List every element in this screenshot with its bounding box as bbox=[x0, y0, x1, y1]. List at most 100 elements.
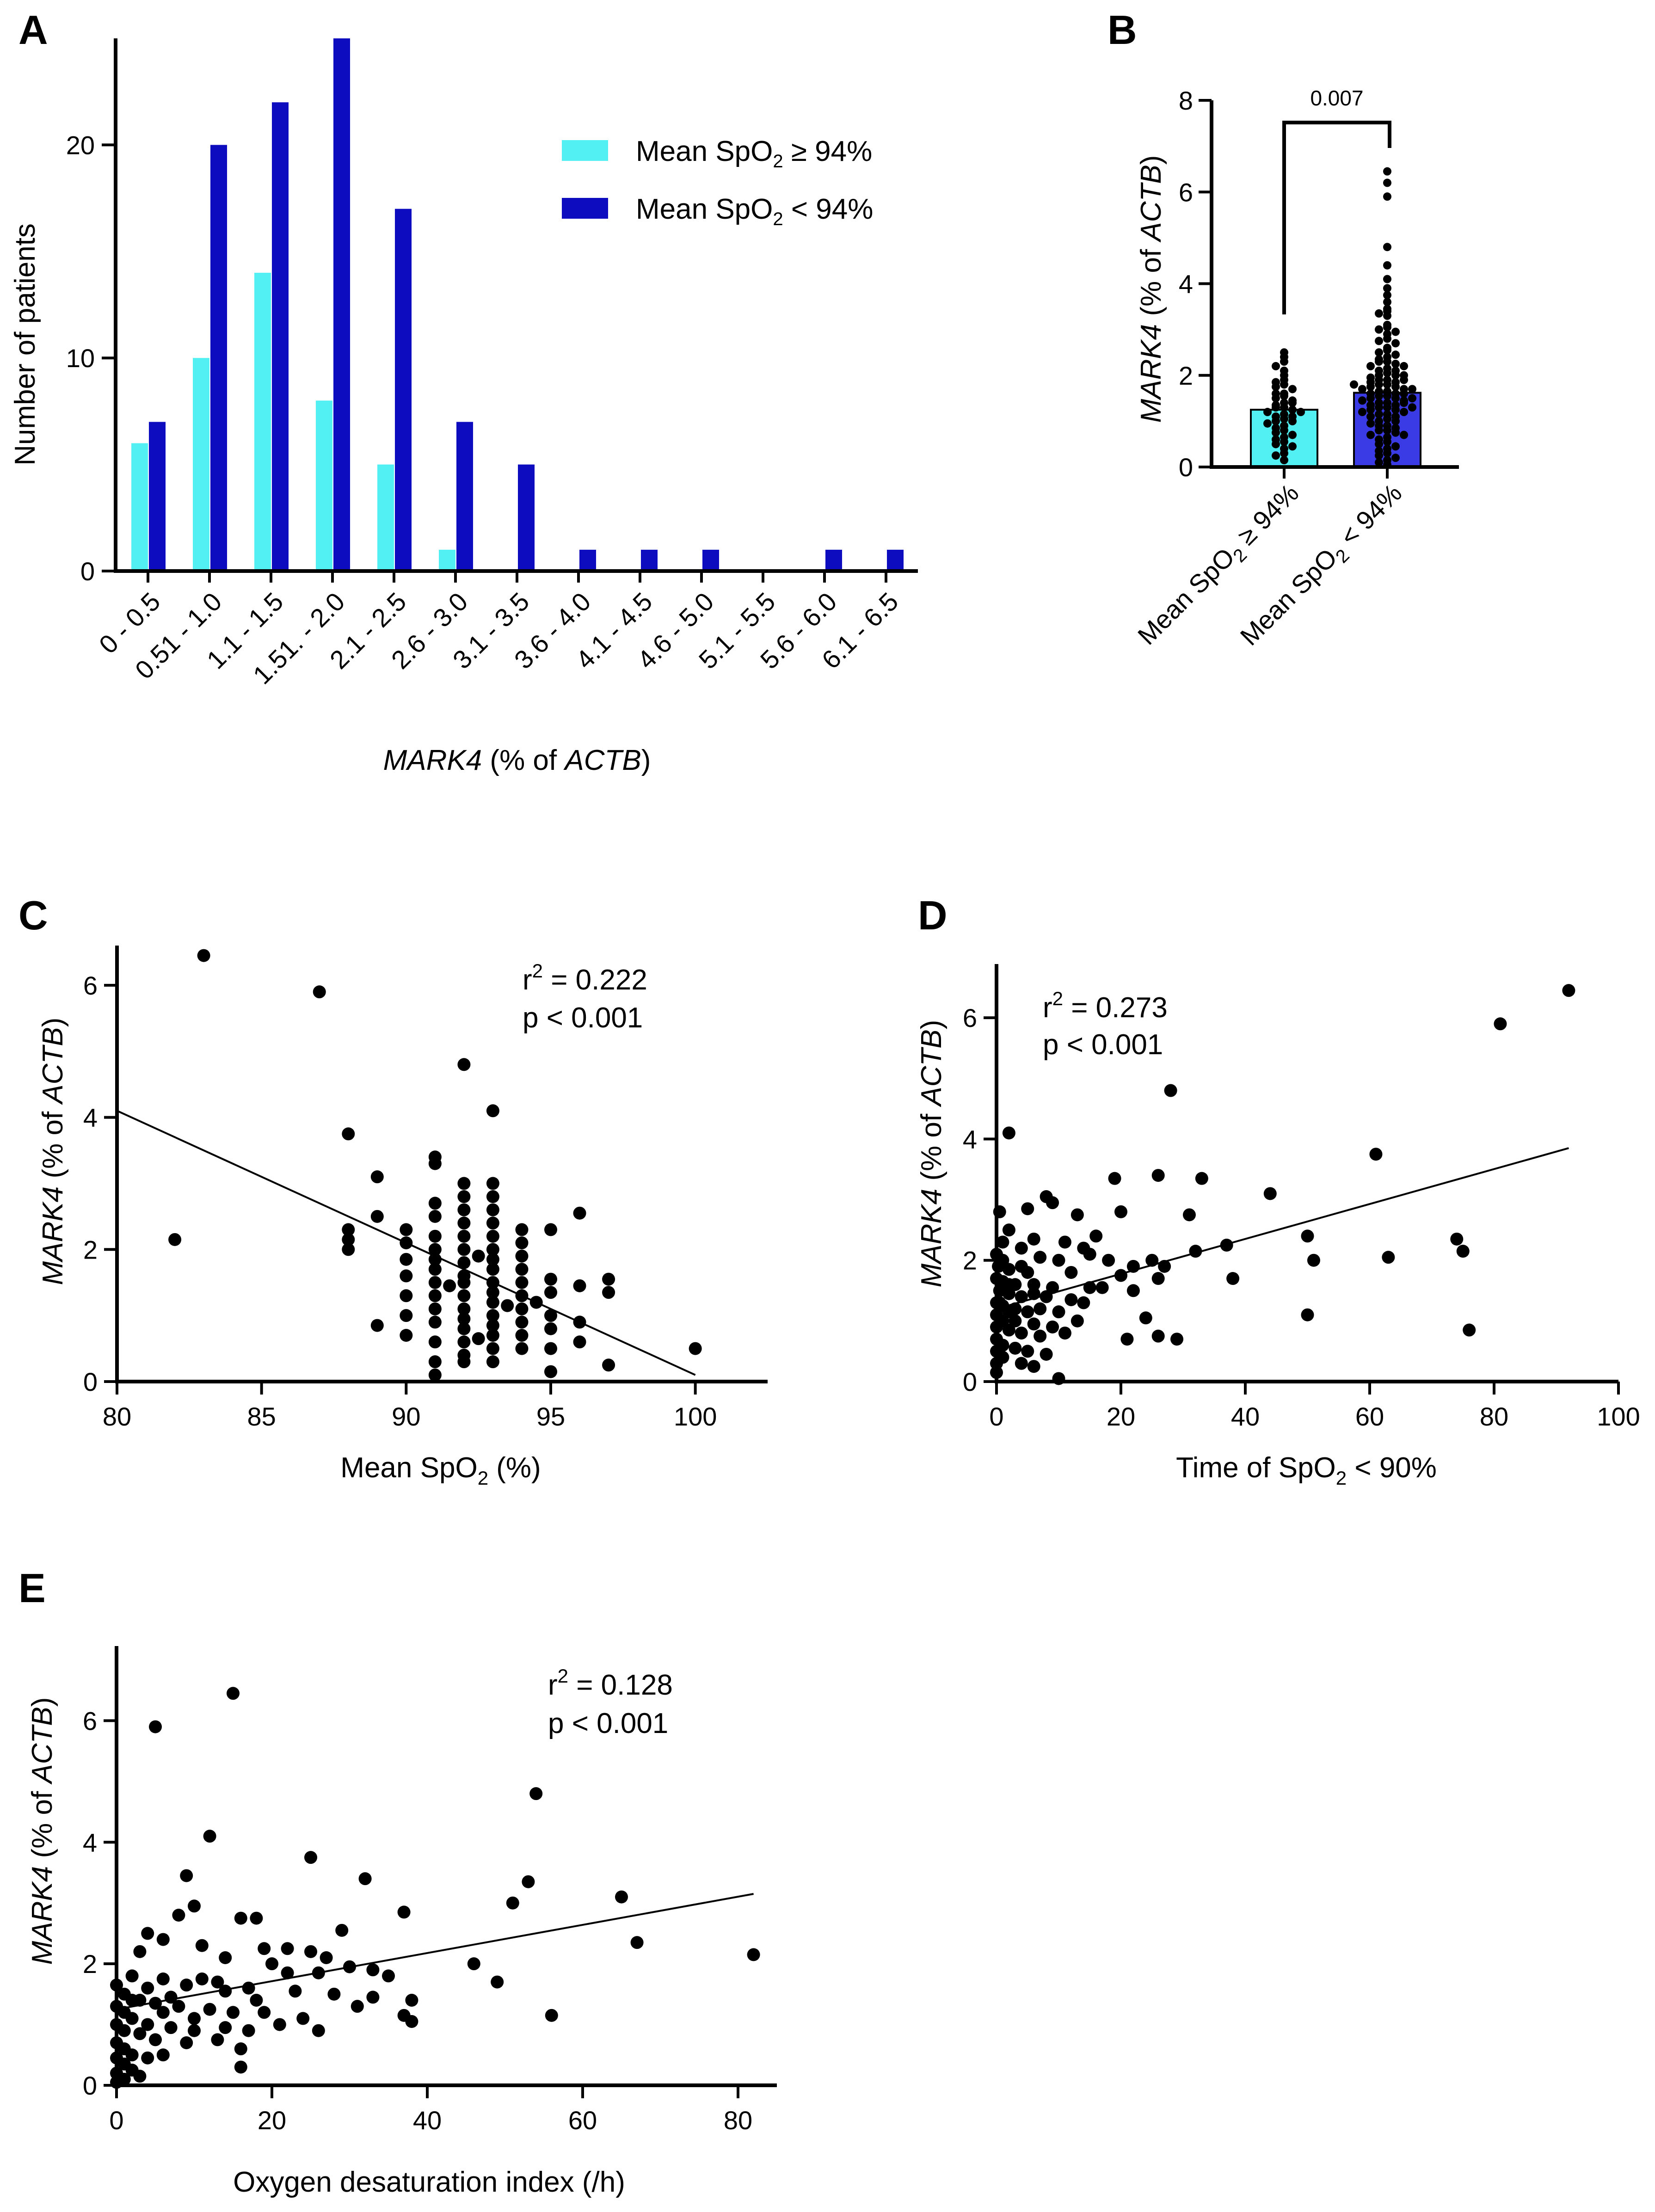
panel-e-x-tick-label: 40 bbox=[413, 2106, 442, 2135]
panel-c-y-tick-label: 0 bbox=[83, 1367, 98, 1396]
panel-b-point-low-spo2 bbox=[1383, 357, 1391, 366]
panel-c-point bbox=[370, 1319, 384, 1332]
panel-c-point bbox=[428, 1210, 442, 1223]
panel-e-y-tick-label: 4 bbox=[83, 1828, 97, 1857]
panel-c-point bbox=[400, 1309, 413, 1322]
panel-b-point-high-spo2 bbox=[1280, 392, 1288, 400]
panel-b-point-low-spo2 bbox=[1383, 369, 1391, 377]
panel-b-point-high-spo2 bbox=[1288, 412, 1297, 421]
panel-d-y-tick-label: 4 bbox=[963, 1124, 977, 1154]
panel-d-y-label: MARK4 (% of ACTB) bbox=[916, 1020, 947, 1288]
panel-c-point bbox=[428, 1197, 442, 1210]
panel-d-point bbox=[1463, 1323, 1476, 1337]
d-x-label-sub: 2 bbox=[1336, 1467, 1347, 1489]
panel-b-point-low-spo2 bbox=[1383, 261, 1391, 270]
d-y-label-end: ) bbox=[916, 1020, 947, 1030]
panel-b-point-low-spo2 bbox=[1391, 382, 1400, 391]
panel-b-y-tick-label: 0 bbox=[1179, 453, 1193, 482]
panel-b-point-low-spo2 bbox=[1383, 323, 1391, 332]
panel-e-scatter: MARK4 (% of ACTB) 0 20 40 60 80 0 2 4 6 Oxygen d… bbox=[26, 1646, 777, 2198]
panel-d-point bbox=[1046, 1320, 1059, 1333]
panel-b-point-low-spo2 bbox=[1391, 406, 1400, 414]
panel-b-point-low-spo2 bbox=[1358, 408, 1366, 417]
panel-a-bar-low-spo2 bbox=[272, 102, 289, 571]
panel-c-p: p < 0.001 bbox=[523, 1002, 643, 1034]
legend-swatch-high-spo2 bbox=[562, 140, 608, 161]
panel-e-ticks: 0 20 40 60 80 0 2 4 6 bbox=[83, 1706, 752, 2135]
c-x-label-text: Mean SpO bbox=[340, 1452, 477, 1484]
panel-a-bar-low-spo2 bbox=[579, 549, 596, 571]
d-y-label-gene: MARK4 bbox=[916, 1189, 947, 1288]
panel-b-point-high-spo2 bbox=[1280, 357, 1288, 366]
panel-c-point bbox=[486, 1296, 499, 1309]
panel-d-point bbox=[1108, 1172, 1121, 1185]
panel-e-point bbox=[133, 2070, 147, 2083]
panel-b-point-low-spo2 bbox=[1358, 396, 1366, 405]
panel-b-point-high-spo2 bbox=[1280, 456, 1288, 465]
panel-c-point bbox=[472, 1332, 485, 1346]
panel-b-y-label-mid: (% of bbox=[1135, 241, 1167, 324]
panel-e-point bbox=[522, 1875, 535, 1888]
panel-c-point bbox=[501, 1299, 514, 1312]
panel-d-point bbox=[1027, 1232, 1040, 1246]
panel-d-point bbox=[1307, 1253, 1320, 1267]
panel-b-point-high-spo2 bbox=[1280, 380, 1288, 389]
panel-c-point bbox=[400, 1223, 413, 1236]
panel-c-point bbox=[342, 1243, 355, 1256]
panel-e-point bbox=[630, 1936, 644, 1949]
panel-d-x-tick-label: 80 bbox=[1480, 1402, 1508, 1431]
panel-d-point bbox=[1027, 1360, 1040, 1373]
panel-e-point bbox=[304, 1945, 317, 1958]
panel-d-ticks: 0 20 40 60 80 100 0 2 4 6 bbox=[963, 1003, 1640, 1431]
panel-d-point bbox=[1151, 1169, 1165, 1182]
panel-e-point bbox=[405, 1994, 418, 2007]
panel-c-point bbox=[486, 1342, 499, 1355]
panel-d-point bbox=[1034, 1302, 1047, 1315]
panel-c-point bbox=[313, 985, 326, 999]
panel-a-bar-low-spo2 bbox=[395, 209, 412, 571]
panel-c-point bbox=[342, 1127, 355, 1141]
d-y-label-mid: (% of bbox=[916, 1106, 947, 1189]
panel-e-point bbox=[405, 2015, 418, 2028]
panel-b-point-high-spo2 bbox=[1280, 437, 1288, 446]
panel-c-point bbox=[400, 1289, 413, 1303]
panel-d-point bbox=[1494, 1017, 1507, 1031]
panel-a-histogram: Number of patients 0 10 20 0 - 0.50.51 - 1… bbox=[9, 38, 918, 776]
b-cat-low-suffix: < 94% bbox=[1329, 478, 1408, 556]
panel-a-y-label: Number of patients bbox=[9, 223, 41, 466]
panel-c-point bbox=[486, 1309, 499, 1322]
panel-c-point bbox=[486, 1319, 499, 1332]
panel-d-point bbox=[1126, 1284, 1140, 1297]
panel-e-point bbox=[125, 2012, 139, 2025]
panel-d-x-label: Time of SpO2 < 90% bbox=[1176, 1452, 1437, 1489]
panel-c-x-tick-label: 90 bbox=[392, 1402, 420, 1431]
panel-c-point bbox=[342, 1223, 355, 1236]
panel-b-point-low-spo2 bbox=[1383, 243, 1391, 252]
e-r2-prefix: r bbox=[548, 1669, 558, 1701]
panel-e-point bbox=[188, 2024, 201, 2037]
panel-d-point bbox=[1263, 1187, 1277, 1200]
panel-d-point bbox=[1095, 1281, 1109, 1294]
panel-letter-d: D bbox=[918, 892, 947, 938]
panel-a-y-tick-label: 10 bbox=[66, 344, 95, 373]
panel-c-point bbox=[457, 1312, 471, 1326]
panel-d-point bbox=[1064, 1266, 1078, 1279]
panel-b-point-low-spo2 bbox=[1383, 178, 1391, 187]
panel-b-point-high-spo2 bbox=[1280, 426, 1288, 435]
panel-c-point bbox=[544, 1223, 557, 1236]
d-y-label-ref: ACTB bbox=[916, 1029, 947, 1107]
panel-d-point bbox=[1064, 1293, 1078, 1306]
panel-b-point-low-spo2 bbox=[1383, 334, 1391, 343]
panel-b-point-high-spo2 bbox=[1263, 408, 1272, 417]
panel-letter-c: C bbox=[18, 892, 48, 938]
panel-e-point bbox=[506, 1896, 519, 1910]
panel-d-point bbox=[1002, 1263, 1015, 1276]
d-r2-prefix: r bbox=[1043, 992, 1052, 1024]
panel-c-point bbox=[486, 1217, 499, 1230]
panel-e-point bbox=[273, 2018, 286, 2031]
panel-c-point bbox=[428, 1335, 442, 1349]
panel-d-point bbox=[1052, 1305, 1065, 1319]
panel-b-point-high-spo2 bbox=[1272, 382, 1280, 391]
c-y-label-end: ) bbox=[37, 1018, 69, 1027]
panel-b-point-low-spo2 bbox=[1400, 362, 1408, 370]
